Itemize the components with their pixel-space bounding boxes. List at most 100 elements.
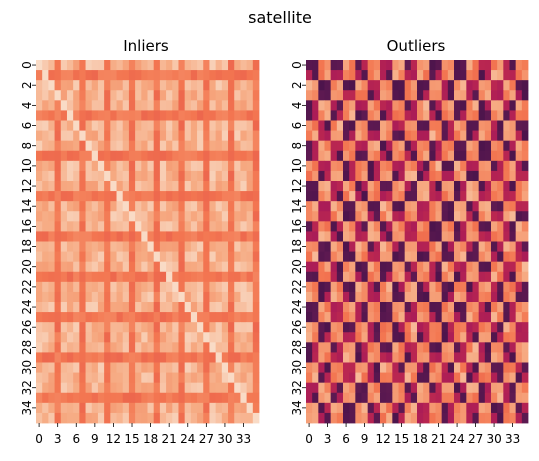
heatmap-cell [66, 70, 74, 81]
heatmap-cell [91, 312, 99, 323]
heatmap-cell [491, 412, 498, 424]
heatmap-cell [509, 80, 517, 91]
heatmap-cell [386, 271, 393, 283]
heatmap-cell [324, 100, 332, 111]
heatmap-cell [380, 332, 387, 343]
heatmap-cell [42, 70, 49, 81]
outliers-x-ticks: 0 3 6 9 12 15 18 21 24 27 30 33 [305, 423, 520, 446]
heatmap-cell [73, 110, 80, 121]
heatmap-cell [429, 90, 436, 101]
heatmap-cell [197, 90, 204, 101]
heatmap-cell [417, 241, 424, 252]
heatmap-cell [141, 60, 148, 71]
heatmap-cell [509, 291, 517, 303]
heatmap-cell [73, 160, 80, 172]
heatmap-cell [324, 342, 332, 353]
heatmap-cell [373, 191, 381, 202]
heatmap-cell [373, 281, 381, 293]
heatmap-cell [343, 140, 350, 152]
heatmap-cell [484, 271, 492, 283]
heatmap-cell [246, 281, 254, 293]
heatmap-cell [306, 362, 313, 373]
heatmap-cell [60, 412, 68, 424]
heatmap-cell [330, 201, 338, 212]
heatmap-cell [73, 261, 80, 273]
heatmap-cell [252, 352, 260, 363]
heatmap-cell [240, 110, 248, 121]
heatmap-cell [215, 150, 223, 162]
heatmap-cell [110, 382, 117, 394]
heatmap-cell [336, 352, 344, 363]
heatmap-cell [417, 312, 424, 323]
heatmap-cell [178, 201, 186, 212]
heatmap-cell [246, 302, 254, 313]
heatmap-cell [466, 130, 473, 142]
heatmap-cell [215, 322, 223, 333]
heatmap-cell [509, 150, 517, 162]
heatmap-cell [435, 402, 443, 414]
heatmap-cell [116, 160, 124, 172]
heatmap-cell [336, 100, 344, 111]
heatmap-cell [330, 120, 338, 131]
heatmap-cell [392, 231, 399, 242]
heatmap-cell [312, 241, 319, 252]
heatmap-cell [466, 261, 473, 273]
heatmap-cell [472, 80, 480, 91]
heatmap-cell [42, 181, 49, 192]
heatmap-cell [355, 312, 362, 323]
heatmap-cell [336, 412, 344, 424]
heatmap-cell [336, 362, 344, 373]
heatmap-cell [209, 90, 217, 101]
heatmap-cell [221, 60, 229, 71]
heatmap-cell [484, 241, 492, 252]
heatmap-cell [36, 120, 43, 131]
x-tick-label: 21 [162, 432, 177, 446]
heatmap-cell [324, 181, 332, 192]
heatmap-cell [141, 160, 148, 172]
heatmap-cell [484, 150, 492, 162]
heatmap-cell [521, 130, 529, 142]
heatmap-cell [159, 362, 167, 373]
heatmap-cell [380, 120, 387, 131]
heatmap-cell [460, 60, 467, 71]
heatmap-cell [36, 100, 43, 111]
heatmap-cell [234, 261, 241, 273]
heatmap-cell [73, 60, 80, 71]
heatmap-cell [398, 181, 406, 192]
heatmap-cell [484, 382, 492, 394]
heatmap-cell [246, 271, 254, 283]
y-tick-label: 10 [20, 158, 34, 173]
heatmap-cell [472, 120, 480, 131]
heatmap-cell [386, 60, 393, 71]
heatmap-cell [91, 342, 99, 353]
y-tick-label: 16 [20, 219, 34, 234]
heatmap-cell [460, 201, 467, 212]
heatmap-cell [336, 191, 344, 202]
heatmap-cell [66, 382, 74, 394]
heatmap-cell [234, 181, 241, 192]
heatmap-cell [417, 322, 424, 333]
heatmap-cell [246, 191, 254, 202]
heatmap-cell [336, 261, 344, 273]
heatmap-cell [441, 332, 449, 343]
heatmap-cell [454, 100, 461, 111]
heatmap-cell [60, 352, 68, 363]
heatmap-cell [48, 402, 55, 414]
heatmap-cell [380, 302, 387, 313]
heatmap-cell [472, 100, 480, 111]
heatmap-cell [484, 221, 492, 232]
heatmap-cell [491, 271, 498, 283]
heatmap-cell [252, 372, 260, 384]
heatmap-cell [466, 352, 473, 363]
heatmap-cell [48, 231, 55, 242]
heatmap-cell [97, 231, 105, 242]
heatmap-cell [79, 281, 86, 293]
heatmap-cell [240, 241, 248, 252]
heatmap-cell [324, 231, 332, 242]
heatmap-cell [454, 332, 461, 343]
heatmap-cell [318, 362, 325, 373]
heatmap-cell [373, 80, 381, 91]
heatmap-cell [73, 412, 80, 424]
heatmap-cell [128, 312, 136, 323]
heatmap-cell [48, 191, 55, 202]
